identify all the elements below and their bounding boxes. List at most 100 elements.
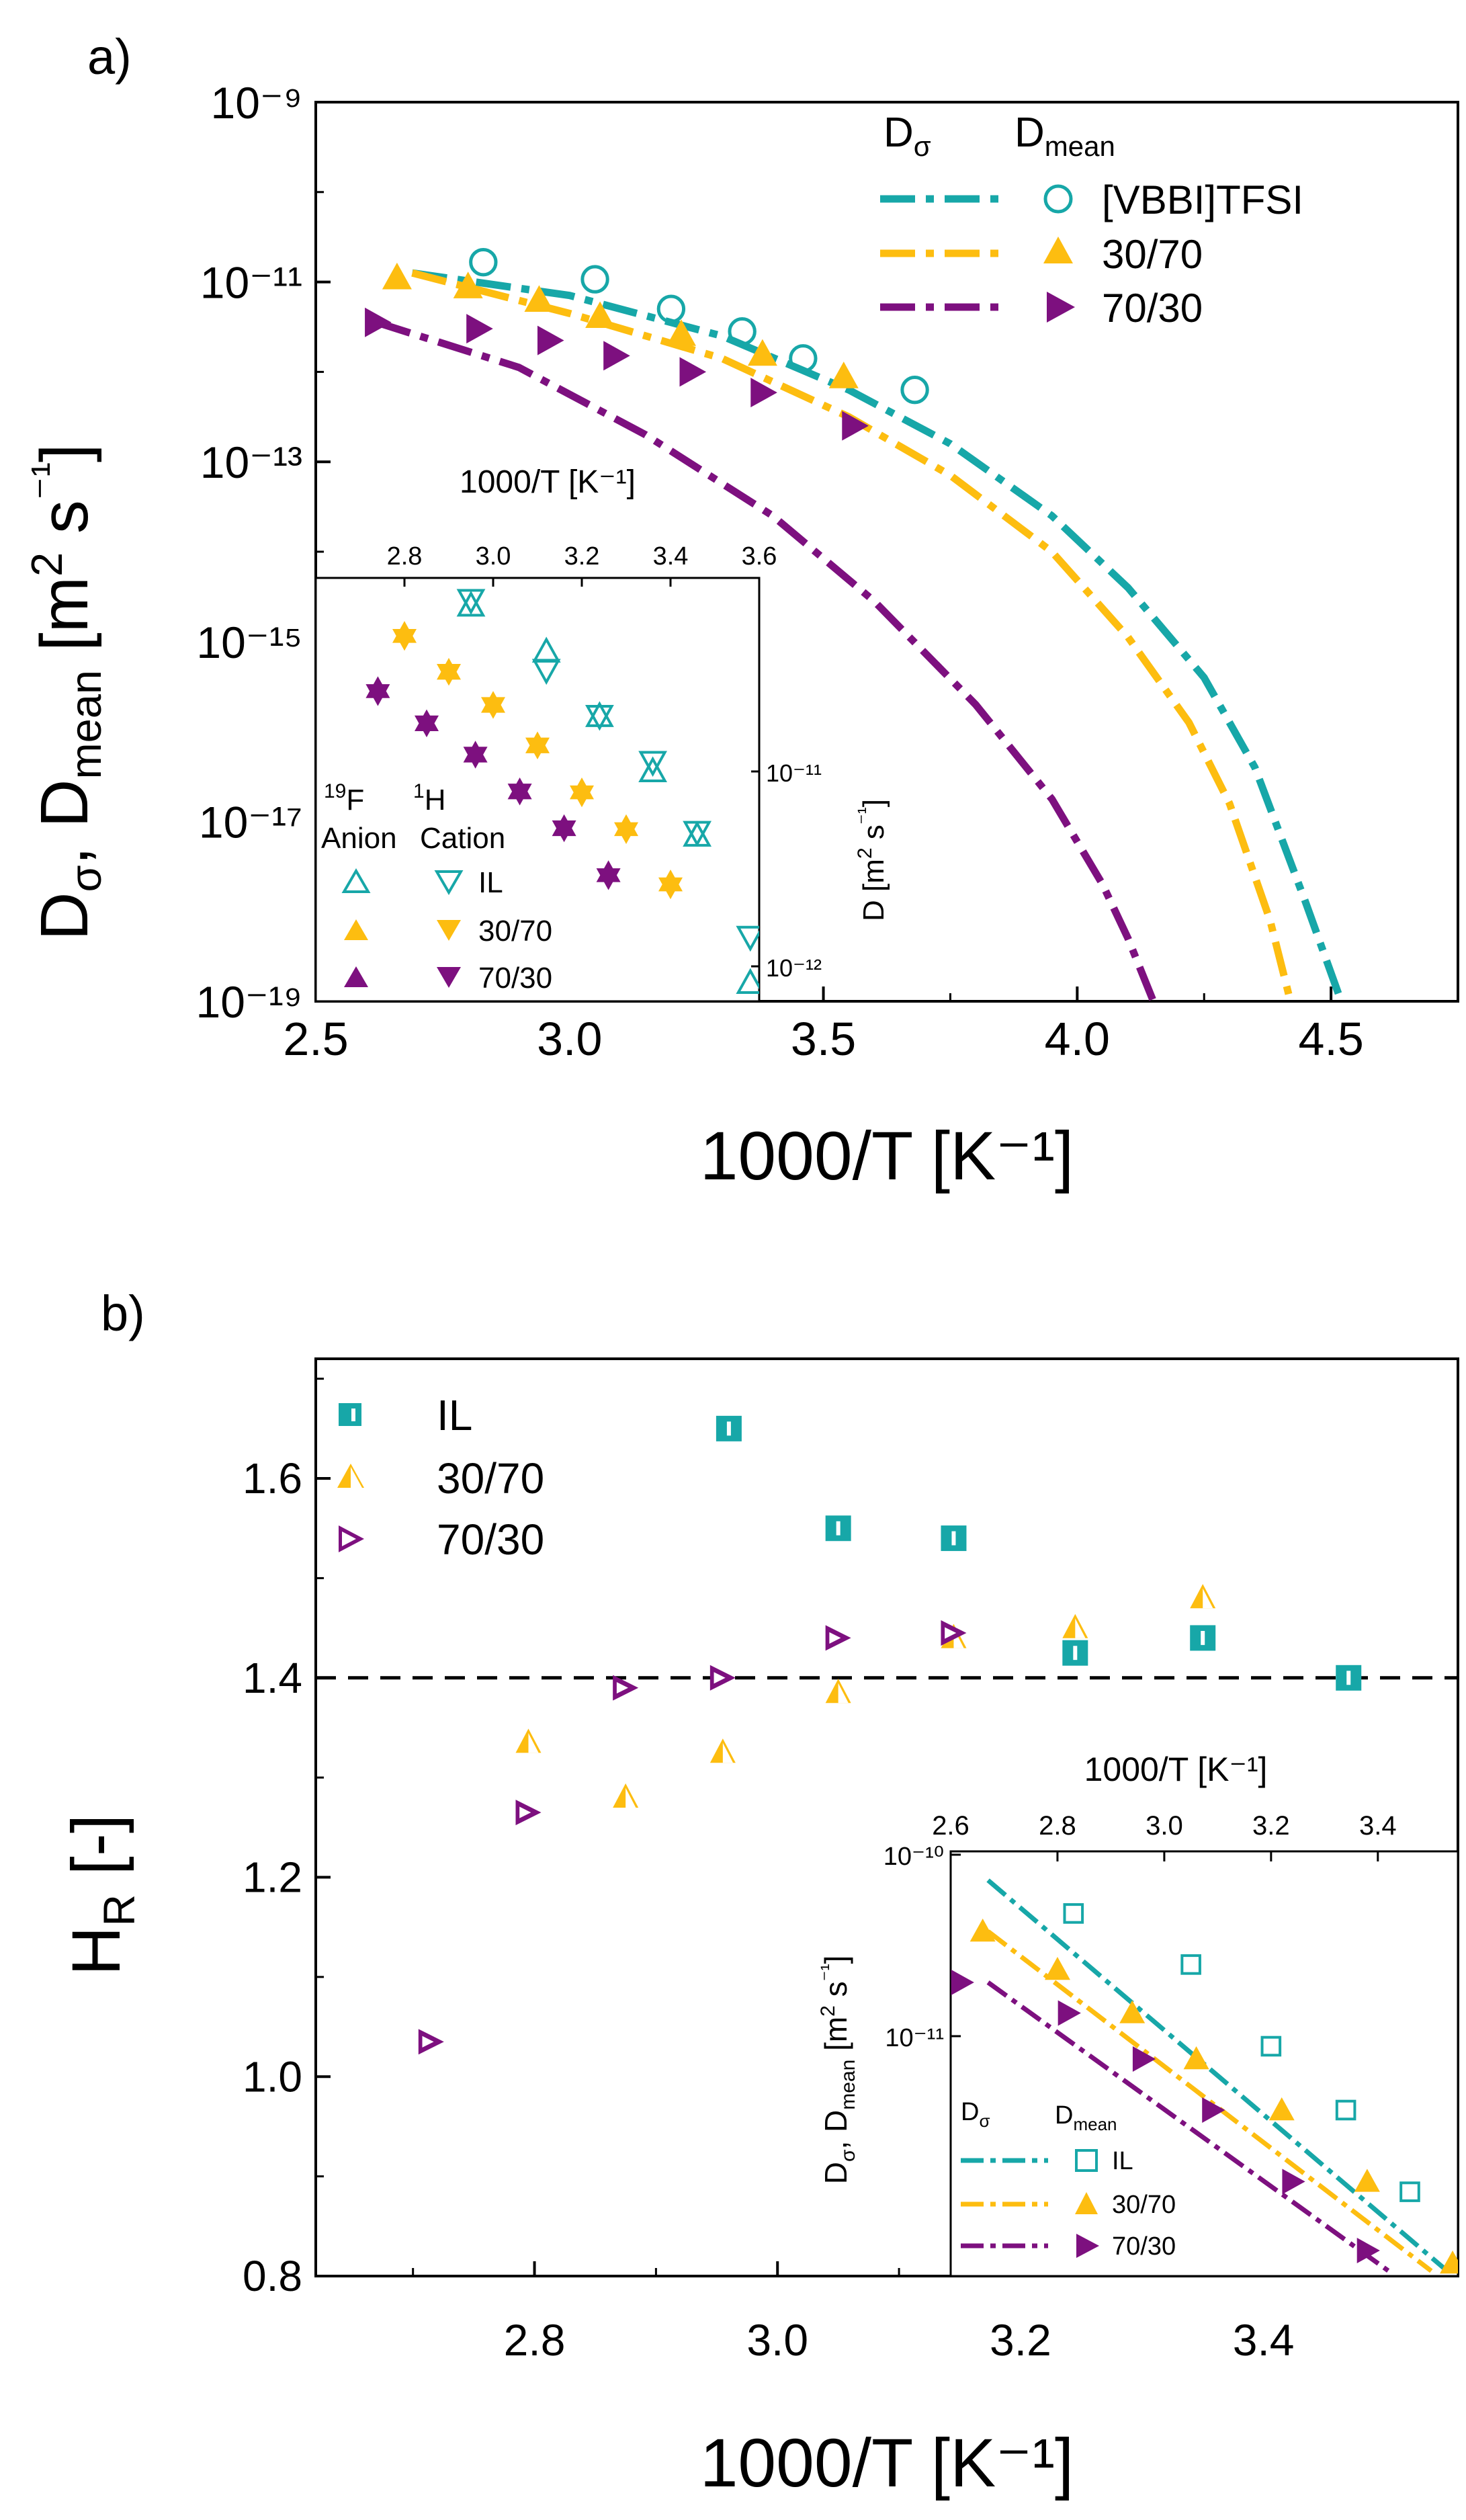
inset-a-y-axis-label: D [m2 s⁻¹] (854, 799, 890, 921)
b-point-s1-0-half (528, 1732, 539, 1753)
panel-a-label: a) (87, 29, 132, 85)
inset-a-legend-h: 1H (413, 780, 445, 816)
ai-xtick-label-0: 2.8 (387, 542, 423, 571)
a-point-s2-1 (466, 314, 493, 344)
inset-a-ytick-1e-11: 10⁻¹¹ (766, 759, 822, 787)
ai-point-s5-1 (415, 715, 439, 738)
inset-b-legend-30-70: 30/70 (1112, 2191, 1176, 2219)
inset-b-plot-area (951, 1878, 1458, 2274)
b-point-s0-3-notch (1073, 1646, 1078, 1661)
ai-point-s3-3 (525, 737, 550, 759)
b-ytick-label-1: 1.0 (243, 2052, 302, 2101)
legend-marker-30-70 (1043, 237, 1073, 263)
b-point-s1-6 (1190, 1584, 1216, 1609)
a-ytick-label-0: 10⁻⁹ (210, 78, 302, 128)
a-point-s2-3 (603, 341, 630, 371)
b-point-s0-4 (1190, 1625, 1216, 1651)
b-point-s0-5 (1336, 1665, 1362, 1691)
inset-b-legend-header-sigma: Dσ (961, 2098, 990, 2131)
a-point-s1-4 (666, 319, 696, 346)
ai-point-s1-1 (531, 659, 561, 685)
ai-point-s3-4 (570, 785, 594, 808)
ai-point-s1-5 (736, 925, 759, 952)
inset-a-right-y-ticks: 10⁻¹¹ 10⁻¹² (751, 759, 822, 982)
ai-point-s5-5 (596, 868, 621, 890)
bi-line-1 (986, 1929, 1433, 2273)
inset-b-legend-header-mean: Dmean (1055, 2101, 1117, 2134)
legend-header-d-sigma: Dσ (883, 110, 931, 162)
inset-a-top-x-ticks: 2.8 3.0 3.2 3.4 3.6 (387, 542, 777, 587)
ai-point-s1-4 (683, 821, 712, 847)
inset-a-legend-30-70: 30/70 (478, 915, 552, 948)
b-point-s0-3 (1062, 1640, 1088, 1666)
b-ytick-label-4: 1.6 (243, 1454, 302, 1503)
a-point-s2-6 (842, 411, 869, 441)
panel-b-label: b) (101, 1286, 145, 1341)
b-point-s2-1 (515, 1800, 542, 1826)
ai-xtick-label-3: 3.4 (653, 542, 689, 571)
bi-xtick-label-4: 3.4 (1359, 1811, 1397, 1841)
bi-point-s2-3 (1202, 2097, 1225, 2123)
inset-a-frame (314, 577, 761, 1003)
a-point-s2-5 (750, 378, 777, 408)
panel-a-y-axis-label: Dσ, Dmean [m2 s⁻¹] (22, 444, 110, 940)
b-point-s1-6-half (1203, 1588, 1213, 1609)
b-point-s1-3-half (838, 1683, 849, 1704)
ai-point-s3-2 (481, 697, 505, 719)
ai-point-s3-1 (437, 664, 461, 686)
legend-b-label-70-30: 70/30 (437, 1515, 544, 1564)
b-xtick-label-3: 3.4 (1233, 2315, 1295, 2365)
ai-point-s1-3 (638, 751, 667, 778)
ai-xtick-label-2: 3.2 (564, 542, 600, 571)
a-point-s1-0 (382, 262, 412, 290)
ai-point-s5-4 (552, 820, 576, 843)
ai-point-s0-5 (736, 968, 759, 995)
a-line-2 (376, 319, 1157, 1001)
inset-b-left-y-ticks: 10⁻¹⁰ 10⁻¹¹ (883, 1843, 961, 2052)
legend-marker-70-30 (1047, 292, 1075, 323)
inset-a-legend-marker-il-cation (434, 870, 464, 895)
b-point-s2-3-half (714, 1672, 726, 1684)
b-point-s0-5-notch (1346, 1671, 1351, 1685)
ai-point-s0-0 (456, 590, 486, 617)
bi-point-s2-0 (951, 1970, 974, 1995)
bi-point-s0-0 (1063, 1903, 1084, 1924)
ai-xtick-label-1: 3.0 (476, 542, 511, 571)
ai-point-s5-0 (365, 684, 390, 706)
a-point-s1-1 (453, 271, 483, 298)
b-point-s0-1-notch (836, 1521, 840, 1536)
bi-xtick-label-0: 2.6 (932, 1811, 969, 1841)
inset-a-legend-cation: Cation (420, 822, 505, 855)
a-point-s1-6 (828, 362, 859, 388)
a-ytick-label-4: 10⁻¹⁷ (199, 797, 302, 847)
b-point-s1-3 (825, 1679, 851, 1704)
inset-a-legend-marker-70-30-anion (344, 966, 368, 987)
legend-label-vbbi: [VBBI]TFSI (1102, 177, 1303, 222)
panel-a-plot-area (365, 247, 1345, 1001)
inset-a-legend-marker-il-anion (341, 868, 371, 893)
b-point-s1-2 (709, 1738, 736, 1763)
a-point-s1-5 (747, 339, 777, 366)
inset-a-legend-marker-30-70-cation (437, 920, 461, 941)
b-point-s0-1 (825, 1515, 851, 1542)
b-point-s2-5 (941, 1620, 967, 1646)
a-point-s0-3 (728, 317, 757, 346)
bi-point-s2-5 (1356, 2238, 1380, 2263)
bi-point-s1-0 (969, 1919, 996, 1942)
a-point-s0-4 (789, 344, 818, 373)
ai-point-s3-5 (614, 822, 638, 844)
b-point-s1-0 (515, 1728, 542, 1753)
b-point-s0-2 (941, 1525, 967, 1552)
panel-a-legend: Dσ Dmean [VBBI]TFSI 30/70 70/30 (880, 110, 1303, 331)
inset-b-x-axis-label: 1000/T [K⁻¹] (1084, 1751, 1268, 1788)
ai-point-s5-2 (463, 747, 488, 769)
b-point-s1-2-half (722, 1742, 734, 1763)
bi-point-s2-2 (1132, 2046, 1156, 2072)
inset-b-y-axis-label: Dσ, Dmean [m2 s⁻¹] (817, 1956, 859, 2185)
a-point-s0-0 (469, 247, 498, 277)
a-point-s2-4 (679, 357, 707, 387)
b-point-s2-4-half (829, 1632, 841, 1644)
b-point-s2-0-half (422, 2035, 434, 2048)
b-xtick-label-2: 3.2 (990, 2315, 1051, 2365)
a-xtick-label-0: 2.5 (283, 1013, 348, 1065)
